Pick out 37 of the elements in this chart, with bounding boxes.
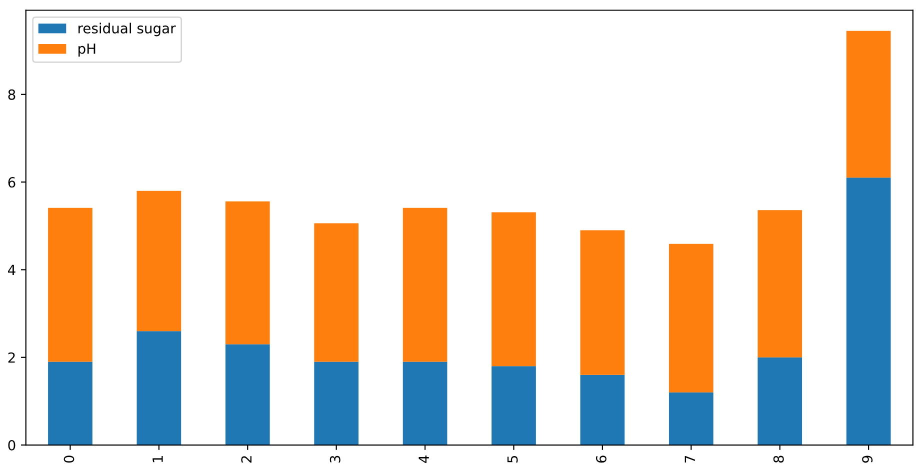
- bar: [846, 178, 891, 446]
- bar: [580, 230, 625, 375]
- x-tick-label: 3: [330, 456, 340, 463]
- bar: [314, 223, 359, 362]
- bar: [758, 210, 802, 358]
- bar: [668, 392, 714, 446]
- x-tick-label: 6: [596, 456, 606, 463]
- x-tick-label: 7: [684, 456, 695, 462]
- x-tick-label: 4: [418, 456, 429, 463]
- bar: [758, 357, 802, 446]
- y-tick-label: 4: [8, 264, 16, 275]
- bar: [225, 201, 270, 344]
- bar: [402, 362, 448, 446]
- x-tick-label: 5: [507, 456, 518, 463]
- legend-label: residual sugar: [78, 22, 176, 36]
- x-tick-label: 0: [64, 456, 74, 463]
- bar: [492, 366, 536, 446]
- bar: [846, 30, 891, 178]
- x-tick-label: 9: [862, 456, 873, 463]
- bar: [492, 212, 536, 366]
- y-tick-label: 6: [8, 177, 16, 188]
- bar: [668, 244, 714, 392]
- bar: [136, 331, 182, 446]
- x-tick-label: 1: [152, 456, 163, 462]
- y-tick-label: 2: [8, 352, 15, 363]
- bar: [136, 190, 182, 332]
- bar: [48, 362, 92, 446]
- bar: [225, 344, 270, 446]
- x-tick-label: 8: [773, 456, 784, 463]
- bar: [580, 374, 625, 446]
- x-tick-label: 2: [241, 456, 252, 463]
- y-tick-label: 8: [8, 89, 16, 100]
- y-tick-label: 0: [8, 440, 16, 451]
- legend-label: pH: [78, 44, 96, 57]
- bar: [402, 208, 448, 362]
- bar: [48, 208, 92, 362]
- bar: [314, 362, 359, 446]
